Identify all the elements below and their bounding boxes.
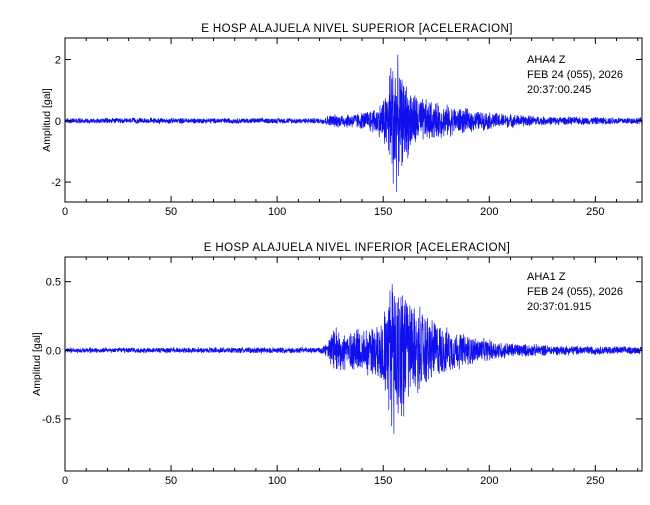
x-tick-label: 50 [165, 206, 177, 218]
waveform-trace [64, 284, 643, 434]
station-label-inferior: AHA1 Z [527, 271, 566, 283]
y-tick-label: 2 [55, 54, 61, 66]
time-label-superior: 20:37:00.245 [527, 84, 591, 96]
panel-superior: E HOSP ALAJUELA NIVEL SUPERIOR [ACELERAC… [41, 23, 643, 218]
x-tick-label: 100 [268, 475, 286, 487]
y-axis-label-inferior: Amplitud [gal] [31, 332, 43, 396]
y-tick-label: 0 [55, 116, 61, 128]
date-label-superior: FEB 24 (055), 2026 [527, 69, 623, 81]
station-label-superior: AHA4 Z [527, 54, 566, 66]
x-tick-label: 50 [165, 475, 177, 487]
x-tick-label: 250 [586, 475, 604, 487]
waveform-trace [64, 54, 643, 192]
plot-frame-inferior [64, 256, 643, 472]
x-tick-label: 0 [62, 475, 68, 487]
y-axis-label-superior: Amplitud [gal] [41, 88, 53, 152]
y-tick-label: -0.5 [42, 414, 61, 426]
date-label-inferior: FEB 24 (055), 2026 [527, 286, 623, 298]
plot-frame-superior [64, 37, 643, 203]
x-tick-label: 0 [62, 206, 68, 218]
y-tick-label: 0.0 [46, 345, 61, 357]
chart-title-superior: E HOSP ALAJUELA NIVEL SUPERIOR [ACELERAC… [201, 23, 513, 35]
x-tick-label: 100 [268, 206, 286, 218]
x-tick-label: 200 [480, 206, 498, 218]
x-tick-label: 150 [374, 206, 392, 218]
chart-title-inferior: E HOSP ALAJUELA NIVEL INFERIOR [ACELERAC… [204, 242, 510, 254]
y-tick-label: 0.5 [46, 277, 61, 289]
x-tick-label: 200 [480, 475, 498, 487]
panel-inferior: E HOSP ALAJUELA NIVEL INFERIOR [ACELERAC… [31, 242, 643, 487]
x-tick-label: 150 [374, 475, 392, 487]
y-tick-label: -2 [51, 177, 61, 189]
x-tick-label: 250 [586, 206, 604, 218]
time-label-inferior: 20:37:01.915 [527, 301, 591, 313]
